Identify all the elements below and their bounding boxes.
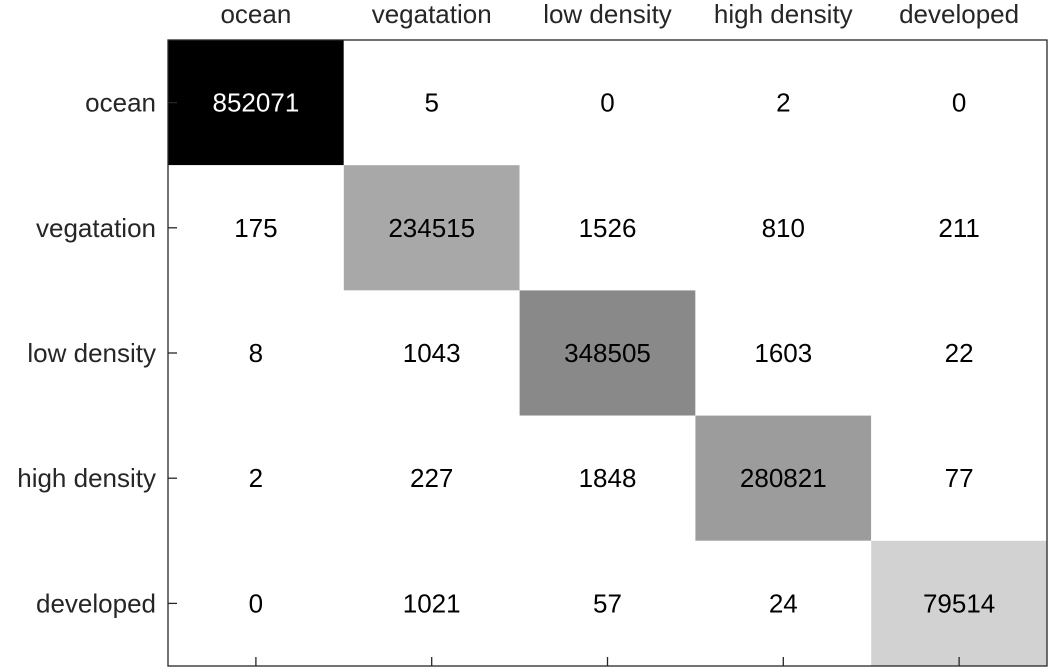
cell-value-r3-c1: 227 xyxy=(410,463,453,493)
cell-value-labels: 852071 5 0 2 0 175 234515 1526 810 211 8 1043 348505… xyxy=(213,88,996,619)
x-tick-label-4: developed xyxy=(899,0,1019,29)
cell-value-r4-c3: 24 xyxy=(769,588,798,618)
heatmap-cell-r1-c4 xyxy=(871,165,1047,291)
heatmap-cell-r3-c0 xyxy=(168,415,344,541)
heatmap-cell-r3-c1 xyxy=(343,415,520,541)
cell-value-r0-c3: 2 xyxy=(776,88,790,118)
cell-value-r1-c1: 234515 xyxy=(388,213,475,243)
heatmap-cell-r4-c4 xyxy=(871,540,1047,666)
heatmap-cell-r1-c3 xyxy=(695,165,872,291)
x-tick-label-3: high density xyxy=(714,0,853,29)
heatmap-cell-r2-c1 xyxy=(343,290,520,416)
y-tick-label-1: vegatation xyxy=(36,213,156,243)
heatmap-cell-r2-c3 xyxy=(695,290,872,416)
cell-value-r2-c4: 22 xyxy=(945,338,974,368)
cell-value-r1-c3: 810 xyxy=(762,213,805,243)
heatmap-cell-r1-c1 xyxy=(343,165,520,291)
cell-value-r3-c3: 280821 xyxy=(740,463,827,493)
cell-value-r2-c1: 1043 xyxy=(403,338,461,368)
cell-value-r4-c2: 57 xyxy=(593,588,622,618)
cell-value-r2-c0: 8 xyxy=(249,338,263,368)
heatmap-cell-r3-c3 xyxy=(695,415,872,541)
heatmap-cell-r0-c2 xyxy=(519,40,696,166)
heatmap-cell-r0-c4 xyxy=(871,40,1047,166)
heatmap-cell-r4-c3 xyxy=(695,540,872,666)
y-tick-label-0: ocean xyxy=(85,88,156,118)
heatmap-cell-r4-c0 xyxy=(168,540,344,666)
cell-value-r1-c0: 175 xyxy=(234,213,277,243)
y-tick-label-2: low density xyxy=(27,338,156,368)
x-tick-labels: ocean vegatation low density high density de… xyxy=(220,0,1019,29)
heatmap-cell-r3-c4 xyxy=(871,415,1047,541)
cell-value-r0-c4: 0 xyxy=(952,88,966,118)
y-tick-label-3: high density xyxy=(17,463,156,493)
cell-value-r0-c2: 0 xyxy=(600,88,614,118)
heatmap-cell-r1-c0 xyxy=(168,165,344,291)
heatmap-cell-r2-c4 xyxy=(871,290,1047,416)
cell-value-r4-c0: 0 xyxy=(249,588,263,618)
cell-value-r4-c4: 79514 xyxy=(923,588,995,618)
heatmap-cell-r4-c2 xyxy=(519,540,696,666)
cell-value-r3-c2: 1848 xyxy=(579,463,637,493)
heatmap-cell-r0-c0 xyxy=(168,40,344,166)
cell-value-r4-c1: 1021 xyxy=(403,588,461,618)
y-tick-label-4: developed xyxy=(36,588,156,618)
heatmap-cell-r4-c1 xyxy=(343,540,520,666)
heatmap-cell-r2-c2 xyxy=(519,290,696,416)
heatmap-cell-r2-c0 xyxy=(168,290,344,416)
cell-value-r1-c2: 1526 xyxy=(579,213,637,243)
heatmap-cell-r0-c3 xyxy=(695,40,872,166)
x-tick-label-2: low density xyxy=(543,0,672,29)
x-tick-label-1: vegatation xyxy=(372,0,492,29)
y-tick-labels: ocean vegatation low density high density de… xyxy=(17,88,156,619)
heatmap-cell-r3-c2 xyxy=(519,415,696,541)
x-tick-label-0: ocean xyxy=(220,0,291,29)
cell-value-r2-c3: 1603 xyxy=(754,338,812,368)
ticks-layer xyxy=(168,101,960,666)
cell-value-r0-c0: 852071 xyxy=(213,88,300,118)
cell-value-r2-c2: 348505 xyxy=(564,338,651,368)
cells-layer xyxy=(168,40,1047,666)
heatmap-cell-r0-c1 xyxy=(343,40,520,166)
cell-value-r0-c1: 5 xyxy=(424,88,438,118)
cell-value-r3-c4: 77 xyxy=(945,463,974,493)
heatmap-cell-r1-c2 xyxy=(519,165,696,291)
cell-value-r3-c0: 2 xyxy=(249,463,263,493)
cell-value-r1-c4: 211 xyxy=(938,213,979,243)
